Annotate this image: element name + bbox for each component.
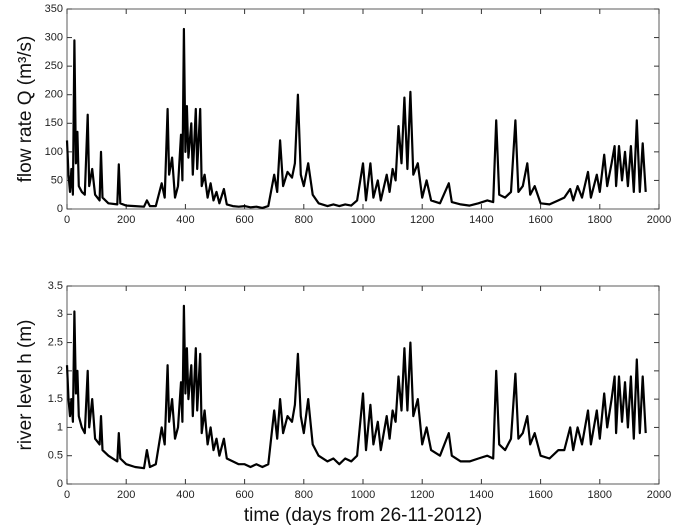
x-tick-label: 1200 [410, 214, 434, 226]
x-tick-label: 1000 [351, 489, 375, 501]
y-tick-label: 1.5 [48, 393, 63, 405]
data-line [65, 304, 647, 470]
y-tick-label: 100 [45, 146, 63, 158]
axes-box [66, 8, 660, 210]
x-tick-label: 1600 [528, 489, 552, 501]
y-tick-label: 2.5 [48, 336, 63, 348]
y-tick-label: 2 [57, 365, 63, 377]
y-axis-label: river level h (m) [15, 320, 36, 451]
y-tick-label: 200 [45, 89, 63, 101]
y-tick-label: 150 [45, 117, 63, 129]
y-tick-label: 3.5 [48, 280, 63, 292]
y-tick-label: 300 [45, 31, 63, 43]
y-tick-label: 0 [57, 478, 63, 490]
x-tick-label: 0 [64, 489, 70, 501]
x-tick-label: 1000 [351, 214, 375, 226]
x-tick-label: 400 [176, 489, 194, 501]
y-tick-label: 350 [45, 3, 63, 15]
x-tick-label: 0 [64, 214, 70, 226]
x-tick-label: 1400 [469, 214, 493, 226]
x-tick-label: 1200 [410, 489, 434, 501]
x-tick-label: 600 [235, 489, 253, 501]
x-tick-label: 2000 [647, 489, 671, 501]
x-tick-label: 800 [295, 214, 313, 226]
y-tick-label: 1 [57, 421, 63, 433]
x-tick-label: 1800 [588, 214, 612, 226]
x-tick-label: 1800 [588, 489, 612, 501]
x-tick-label: 1600 [528, 214, 552, 226]
x-tick-label: 800 [295, 489, 313, 501]
y-tick-label: 250 [45, 60, 63, 72]
x-tick-label: 400 [176, 214, 194, 226]
x-tick-label: 200 [117, 214, 135, 226]
y-tick-label: 0.5 [48, 450, 63, 462]
x-tick-label: 2000 [647, 214, 671, 226]
x-tick-label: 200 [117, 489, 135, 501]
axes-box [66, 285, 660, 485]
y-tick-label: 0 [57, 203, 63, 215]
x-axis-label: time (days from 26-11-2012) [244, 505, 482, 526]
y-tick-label: 50 [51, 174, 63, 186]
y-tick-label: 3 [57, 308, 63, 320]
x-tick-label: 1400 [469, 489, 493, 501]
data-line [65, 27, 647, 209]
x-tick-label: 600 [235, 214, 253, 226]
y-axis-label: flow rate Q (m³/s) [15, 36, 36, 183]
